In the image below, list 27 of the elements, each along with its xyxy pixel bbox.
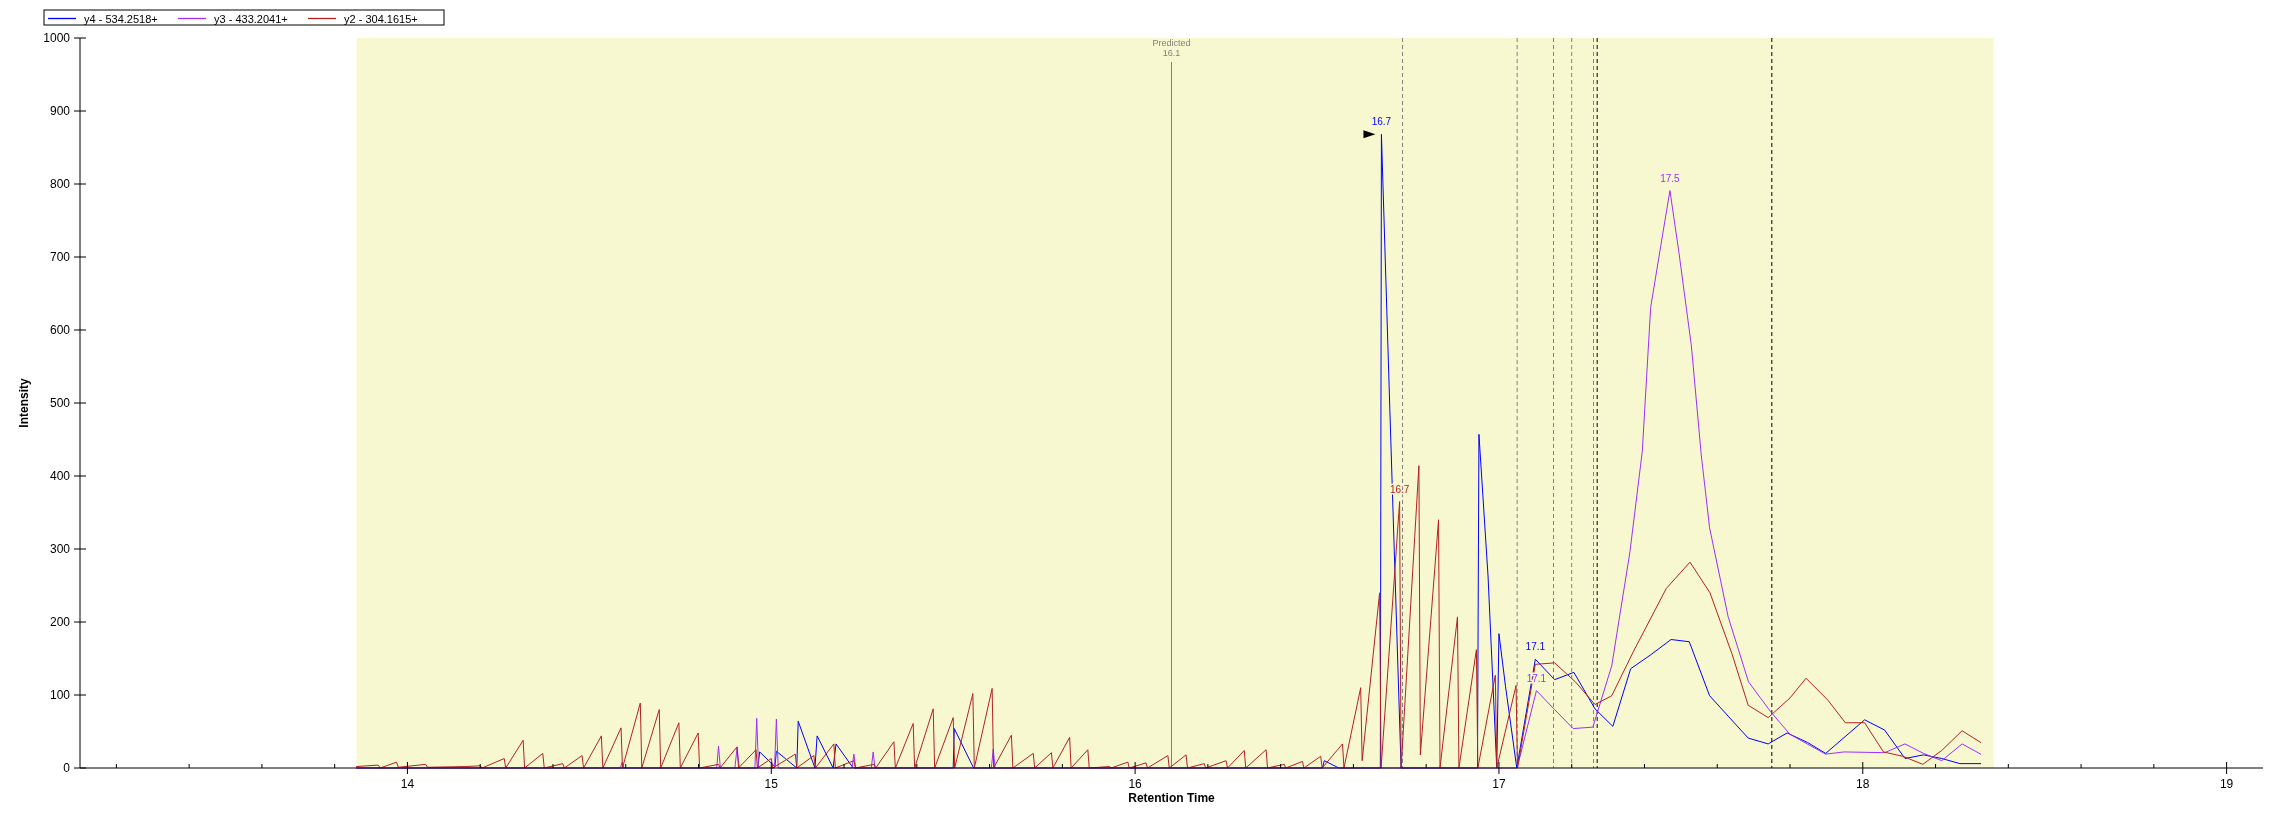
x-tick-label: 16 [1128, 777, 1143, 791]
y-tick-label: 1000 [43, 31, 71, 45]
y-axis-title: Intensity [17, 378, 31, 428]
x-axis-title: Retention Time [1128, 791, 1216, 805]
y-tick-label: 400 [49, 469, 71, 483]
legend-label: y3 - 433.2041+ [214, 13, 288, 25]
legend-label: y2 - 304.1615+ [344, 13, 418, 25]
y-tick-label: 300 [49, 542, 71, 556]
y-tick-label: 600 [49, 323, 71, 337]
annotation: 16.7 [1371, 116, 1392, 128]
x-tick-label: 19 [2219, 777, 2234, 791]
y-tick-label: 800 [49, 177, 71, 191]
x-tick-label: 15 [764, 777, 779, 791]
annotation: 17.1 [1525, 641, 1546, 653]
annotation: 17.5 [1660, 172, 1681, 184]
x-tick-label: 14 [400, 777, 415, 791]
line-series [356, 465, 1982, 769]
y-tick-label: 900 [49, 104, 71, 118]
legend-label: y4 - 534.2518+ [84, 13, 158, 25]
ref-line-label: Predicted 16.1 [1152, 38, 1191, 58]
y-tick-label: 500 [49, 396, 71, 410]
x-tick-label: 18 [1856, 777, 1870, 791]
y-tick-label: 100 [49, 688, 71, 702]
x-tick-label: 17 [1492, 777, 1506, 791]
y-tick-label: 200 [49, 615, 71, 629]
y-tick-label: 700 [49, 250, 71, 264]
y-tick-label: 0 [63, 761, 71, 775]
